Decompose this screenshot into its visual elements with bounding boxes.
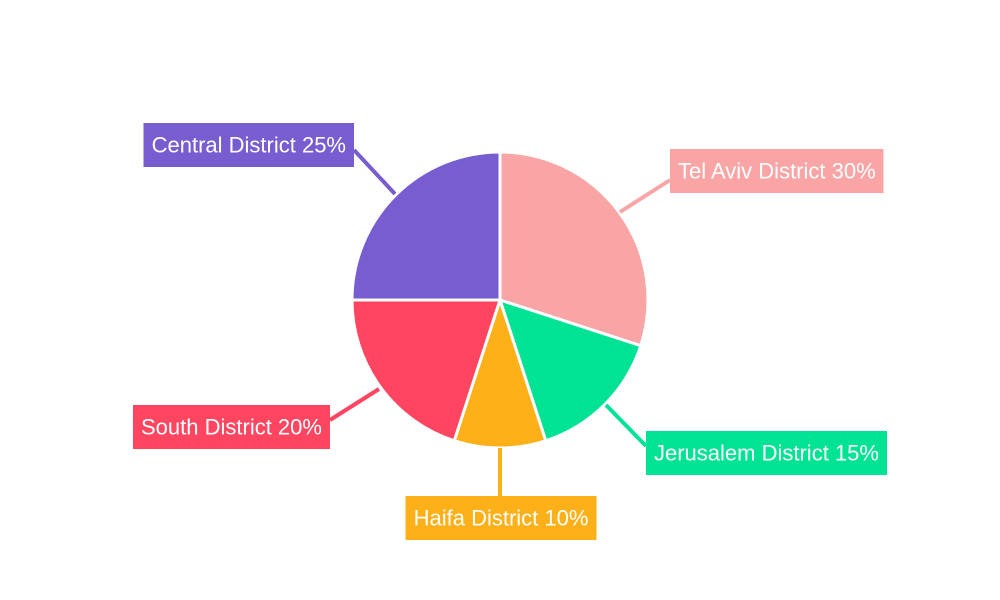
slice-label-text: South District 20% — [141, 415, 322, 440]
slice-labels: Tel Aviv District 30% Jerusalem District … — [133, 123, 887, 540]
pie-slice-tel-aviv-district — [498, 150, 650, 348]
slice-label: Central District 25% — [143, 123, 354, 167]
slice-label-text: Haifa District 10% — [414, 506, 589, 531]
slice-label: Haifa District 10% — [405, 496, 597, 540]
slice-label-text: Central District 25% — [152, 133, 346, 158]
leader-line — [604, 403, 648, 448]
slice-label-box — [133, 405, 330, 449]
slice-label-box — [670, 149, 884, 193]
pie-slice-central-district — [350, 150, 502, 302]
slice-label-box — [405, 496, 597, 540]
leader-line — [352, 148, 397, 196]
leader-line — [618, 178, 672, 214]
pie-slice-south-district — [350, 298, 502, 443]
slice-label-text: Jerusalem District 15% — [654, 441, 879, 466]
leader-lines — [328, 148, 672, 496]
slice-label: Jerusalem District 15% — [646, 431, 887, 475]
slice-label: South District 20% — [133, 405, 330, 449]
slice-label-box — [646, 431, 887, 475]
pie-slices — [350, 150, 650, 450]
slice-label-box — [143, 123, 354, 167]
leader-line — [328, 387, 381, 422]
slice-label: Tel Aviv District 30% — [670, 149, 884, 193]
slice-label-text: Tel Aviv District 30% — [678, 159, 876, 184]
